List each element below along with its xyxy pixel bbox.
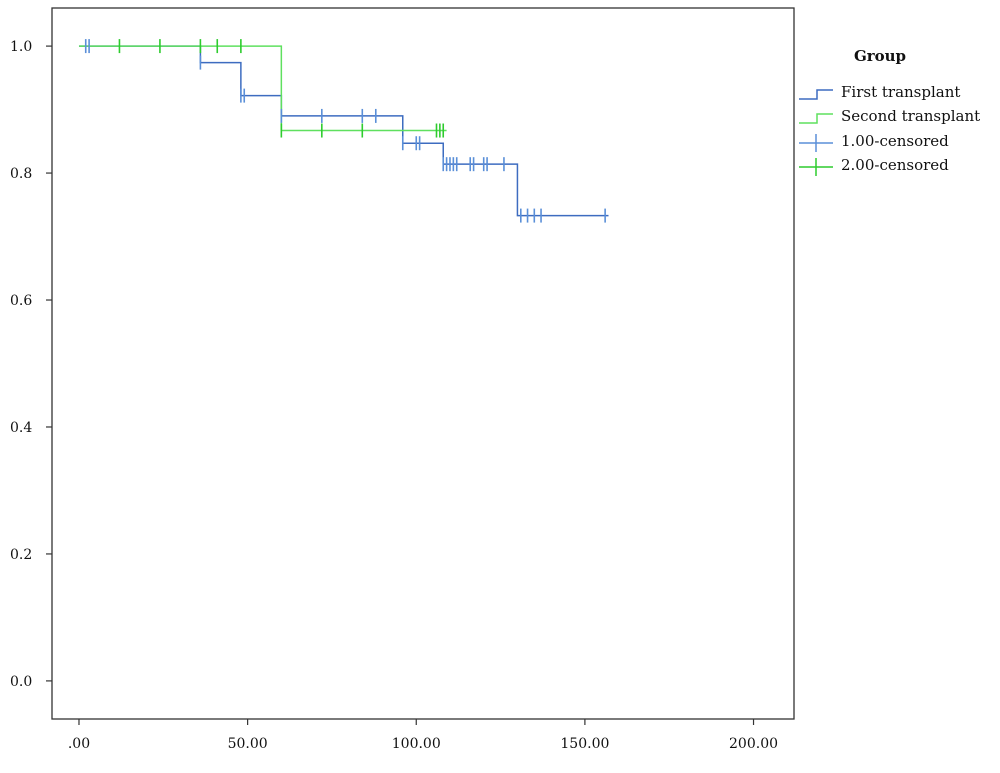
legend-item-second-transplant: Second transplant xyxy=(799,107,980,125)
y-tick-label: 0.8 xyxy=(10,166,32,182)
y-tick-label: 0.6 xyxy=(10,293,32,309)
legend-label: Second transplant xyxy=(841,107,980,125)
legend-step-icon xyxy=(799,89,833,100)
x-tick-label: 50.00 xyxy=(228,736,268,752)
legend: Group First transplant Second transplant… xyxy=(799,47,980,176)
x-tick-label: 200.00 xyxy=(729,736,778,752)
survival-curve-first xyxy=(78,45,609,217)
y-tick-label: 0.2 xyxy=(10,547,32,563)
survival-curves xyxy=(78,45,609,217)
y-tick-label: 0.0 xyxy=(10,674,32,690)
y-axis: 0.0 0.2 0.4 0.6 0.8 1.0 xyxy=(10,39,52,690)
censor-markers xyxy=(84,39,606,223)
legend-step-icon xyxy=(799,113,833,124)
legend-title: Group xyxy=(854,47,906,65)
x-axis: .00 50.00 100.00 150.00 200.00 xyxy=(68,719,778,752)
legend-label: 2.00-censored xyxy=(841,156,949,174)
x-tick-label: .00 xyxy=(68,736,90,752)
y-tick-label: 1.0 xyxy=(10,39,32,55)
legend-label: 1.00-censored xyxy=(841,132,949,150)
legend-item-first-censored: 1.00-censored xyxy=(799,132,949,152)
legend-label: First transplant xyxy=(841,83,960,101)
legend-item-first-transplant: First transplant xyxy=(799,83,960,101)
plot-frame xyxy=(51,7,795,720)
survival-curve-second xyxy=(78,45,447,132)
y-tick-label: 0.4 xyxy=(10,420,32,436)
legend-item-second-censored: 2.00-censored xyxy=(799,156,949,176)
x-tick-label: 150.00 xyxy=(560,736,609,752)
x-tick-label: 100.00 xyxy=(392,736,441,752)
